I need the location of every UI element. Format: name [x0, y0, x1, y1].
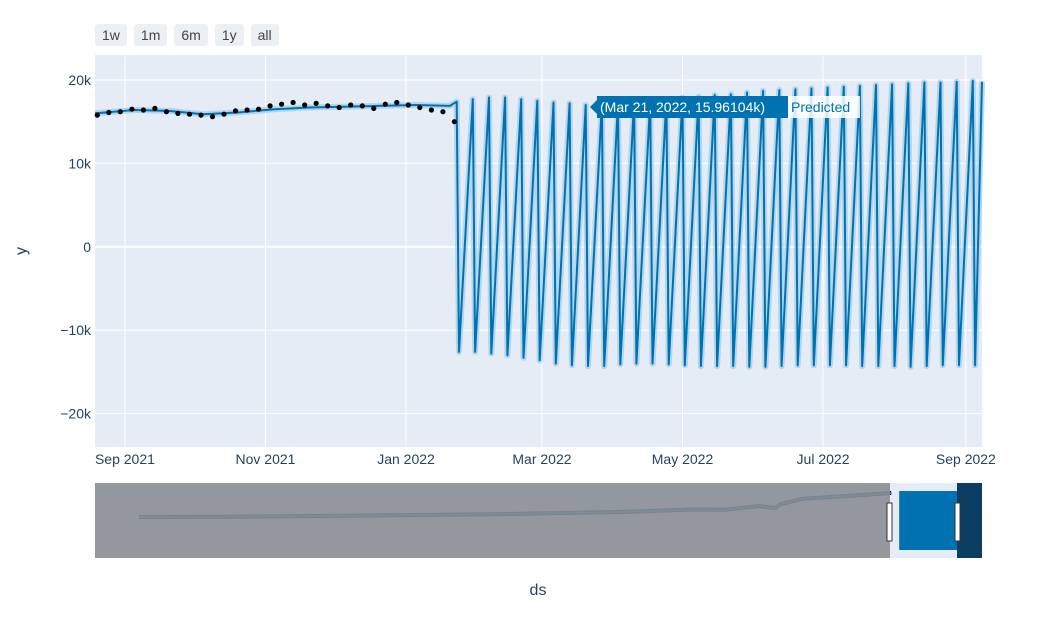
x-tick-labels: Sep 2021 Nov 2021 Jan 2022 Mar 2022 May 2022…: [95, 451, 996, 467]
range-slider-mask: [95, 483, 890, 558]
range-button-6m[interactable]: 6m: [174, 24, 208, 46]
actual-point: [267, 103, 273, 109]
actual-point: [198, 112, 204, 118]
range-button-1w[interactable]: 1w: [95, 24, 127, 46]
y-tick-label: −10k: [60, 322, 92, 338]
hover-pointer: [590, 100, 597, 114]
x-tick-label: Jul 2022: [797, 451, 850, 467]
actual-point: [451, 119, 457, 125]
actual-point: [405, 102, 411, 108]
x-tick-label: Jan 2022: [377, 451, 435, 467]
actual-point: [279, 101, 285, 107]
y-tick-label: 10k: [68, 155, 92, 171]
actual-point: [140, 107, 146, 113]
hover-series-box: [788, 96, 860, 118]
range-slider-right-region: [957, 483, 982, 558]
actual-point: [106, 109, 112, 116]
actual-point: [359, 103, 365, 109]
actual-point: [129, 106, 135, 112]
actual-point: [302, 102, 308, 108]
actual-point: [256, 106, 262, 112]
range-button-1m[interactable]: 1m: [133, 24, 168, 46]
actual-point: [232, 108, 239, 114]
x-tick-label: Sep 2021: [95, 451, 155, 467]
range-selector: 1w 1m 6m 1y all: [95, 24, 279, 46]
actual-point: [209, 114, 216, 120]
actual-point: [186, 111, 193, 117]
x-axis-title: ds: [530, 582, 547, 599]
actual-point: [325, 103, 331, 109]
actual-point: [152, 105, 158, 111]
x-tick-label: Nov 2021: [236, 451, 296, 467]
hover-tooltip: (Mar 21, 2022, 15.96104k) Predicted: [590, 96, 860, 118]
actual-point: [371, 105, 377, 111]
actual-point: [117, 109, 123, 115]
actual-point: [313, 100, 319, 106]
y-tick-label: 20k: [68, 72, 92, 88]
range-button-all[interactable]: all: [250, 24, 279, 46]
actual-point: [428, 107, 434, 113]
actual-point: [175, 110, 181, 116]
y-tick-label: −20k: [60, 406, 92, 422]
x-tick-label: Sep 2022: [936, 451, 996, 467]
actual-point: [94, 112, 100, 118]
hover-label-text: (Mar 21, 2022, 15.96104k): [600, 99, 765, 115]
range-slider-left-handle[interactable]: [886, 502, 893, 542]
hover-series-name: Predicted: [791, 99, 850, 115]
range-slider[interactable]: [95, 483, 982, 558]
range-button-1y[interactable]: 1y: [214, 24, 244, 46]
actual-point: [417, 104, 423, 111]
actual-point: [221, 111, 227, 117]
hover-label-box: [597, 96, 788, 118]
actual-point: [348, 102, 354, 108]
y-axis-title: y: [13, 247, 30, 255]
actual-point: [290, 99, 296, 106]
actual-point: [163, 109, 169, 115]
actual-point: [440, 109, 446, 115]
range-slider-right-handle[interactable]: [954, 502, 961, 542]
actual-point: [394, 99, 400, 106]
x-tick-label: May 2022: [652, 451, 714, 467]
actual-point: [244, 107, 250, 113]
x-tick-label: Mar 2022: [512, 451, 571, 467]
y-tick-label: 0: [83, 239, 91, 255]
y-tick-labels: 20k 10k 0 −10k −20k: [60, 72, 92, 422]
series-layer: [94, 79, 983, 368]
actual-point: [382, 101, 388, 107]
actual-point: [336, 104, 342, 111]
predicted-line: [94, 79, 983, 368]
